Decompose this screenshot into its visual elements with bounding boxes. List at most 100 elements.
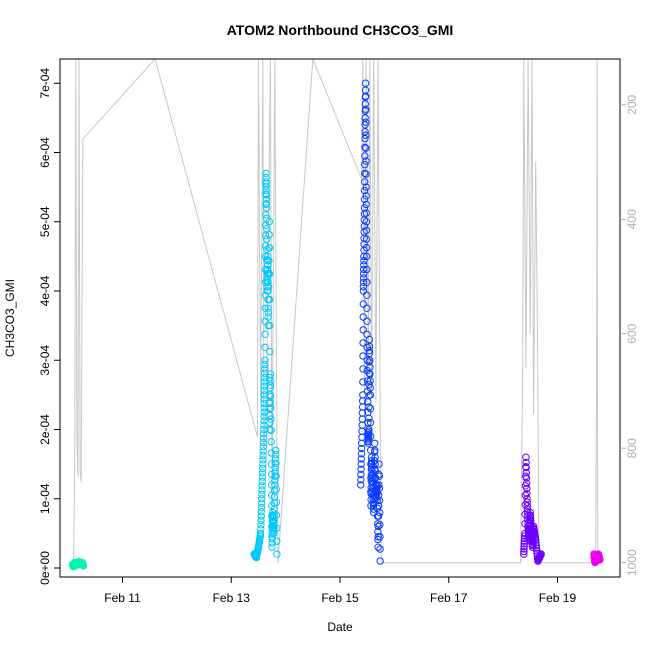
data-point: [271, 476, 279, 485]
data-point: [269, 516, 277, 525]
data-point: [261, 369, 269, 377]
data-point: [272, 485, 280, 493]
data-point: [364, 418, 372, 427]
data-point: [265, 270, 274, 278]
data-point: [520, 550, 528, 558]
data-point: [361, 160, 369, 169]
data-point: [263, 225, 271, 233]
data-point: [373, 496, 381, 505]
data-point: [366, 363, 374, 371]
data-point: [359, 300, 367, 308]
data-point: [361, 79, 370, 87]
data-point: [374, 502, 383, 510]
data-point: [262, 199, 271, 208]
data-point: [363, 291, 371, 299]
data-point: [365, 414, 373, 422]
data-point: [258, 482, 266, 490]
data-point: [266, 347, 274, 356]
data-point: [371, 439, 379, 447]
series-5: [590, 550, 604, 567]
data-point: [357, 470, 365, 479]
x-tick-label: Feb 15: [321, 591, 359, 605]
data-point: [271, 463, 279, 472]
data-point: [359, 352, 367, 360]
data-point: [537, 550, 545, 558]
data-point: [266, 373, 274, 382]
y-tick-label: 5e-04: [38, 206, 52, 237]
data-point: [520, 540, 528, 548]
data-point: [361, 169, 369, 178]
data-point: [261, 365, 269, 373]
data-point: [262, 182, 270, 190]
data-point: [526, 508, 534, 517]
x-tick-label: Feb 19: [539, 591, 577, 605]
data-point: [258, 486, 266, 494]
data-point: [375, 484, 384, 493]
data-point: [363, 356, 371, 364]
data-point: [596, 556, 604, 564]
data-point: [268, 539, 276, 547]
y-tick-label: 0e+00: [38, 551, 52, 585]
data-point: [362, 192, 370, 200]
data-point: [268, 543, 276, 551]
chart-title: ATOM2 Northbound CH3CO3_GMI: [227, 22, 454, 38]
data-point: [266, 377, 274, 385]
x-tick-label: Feb 17: [430, 591, 468, 605]
data-point: [522, 469, 530, 477]
data-point: [262, 231, 270, 240]
data-point: [360, 186, 369, 195]
data-point: [366, 370, 374, 378]
data-point: [265, 321, 274, 330]
data-point: [359, 278, 368, 286]
data-point: [363, 265, 371, 274]
data-point: [376, 533, 384, 541]
data-point: [357, 444, 366, 453]
data-point: [365, 335, 374, 344]
y-tick-label: 1e-04: [38, 483, 52, 514]
data-point: [264, 313, 272, 321]
data-point: [263, 274, 271, 282]
data-point: [257, 521, 265, 529]
data-point: [267, 437, 275, 446]
data-point: [261, 360, 269, 369]
data-point: [272, 511, 281, 519]
data-point: [362, 170, 370, 178]
data-point: [362, 118, 370, 126]
data-point: [259, 456, 267, 464]
data-point: [375, 491, 383, 499]
data-point: [258, 469, 267, 477]
data-point: [522, 453, 530, 461]
data-point: [264, 283, 273, 291]
series-2: [250, 169, 281, 562]
data-point: [375, 460, 383, 468]
data-point: [264, 287, 272, 295]
data-point: [272, 446, 280, 454]
data-point: [526, 514, 535, 522]
data-point: [520, 542, 528, 551]
data-point: [267, 415, 275, 423]
data-point: [363, 377, 372, 385]
data-point: [271, 481, 279, 489]
data-point: [359, 339, 367, 347]
data-point: [256, 529, 265, 538]
data-point: [368, 474, 376, 482]
data-point: [369, 505, 378, 513]
data-point: [357, 476, 365, 484]
data-point: [361, 114, 369, 122]
data-point: [371, 453, 379, 461]
data-point: [260, 421, 268, 429]
data-point: [258, 473, 267, 481]
data-point: [267, 404, 275, 412]
data-point: [362, 252, 371, 261]
y-tick-label: 6e-04: [38, 137, 52, 168]
y-axis-label: CH3CO3_GMI: [3, 279, 17, 357]
data-point: [262, 186, 270, 195]
data-point: [375, 472, 383, 480]
y-tick-label: 2e-04: [38, 414, 52, 445]
data-point: [368, 467, 376, 475]
data-point: [263, 265, 272, 274]
data-point: [376, 557, 384, 565]
data-point: [264, 308, 273, 317]
data-point: [375, 481, 383, 489]
